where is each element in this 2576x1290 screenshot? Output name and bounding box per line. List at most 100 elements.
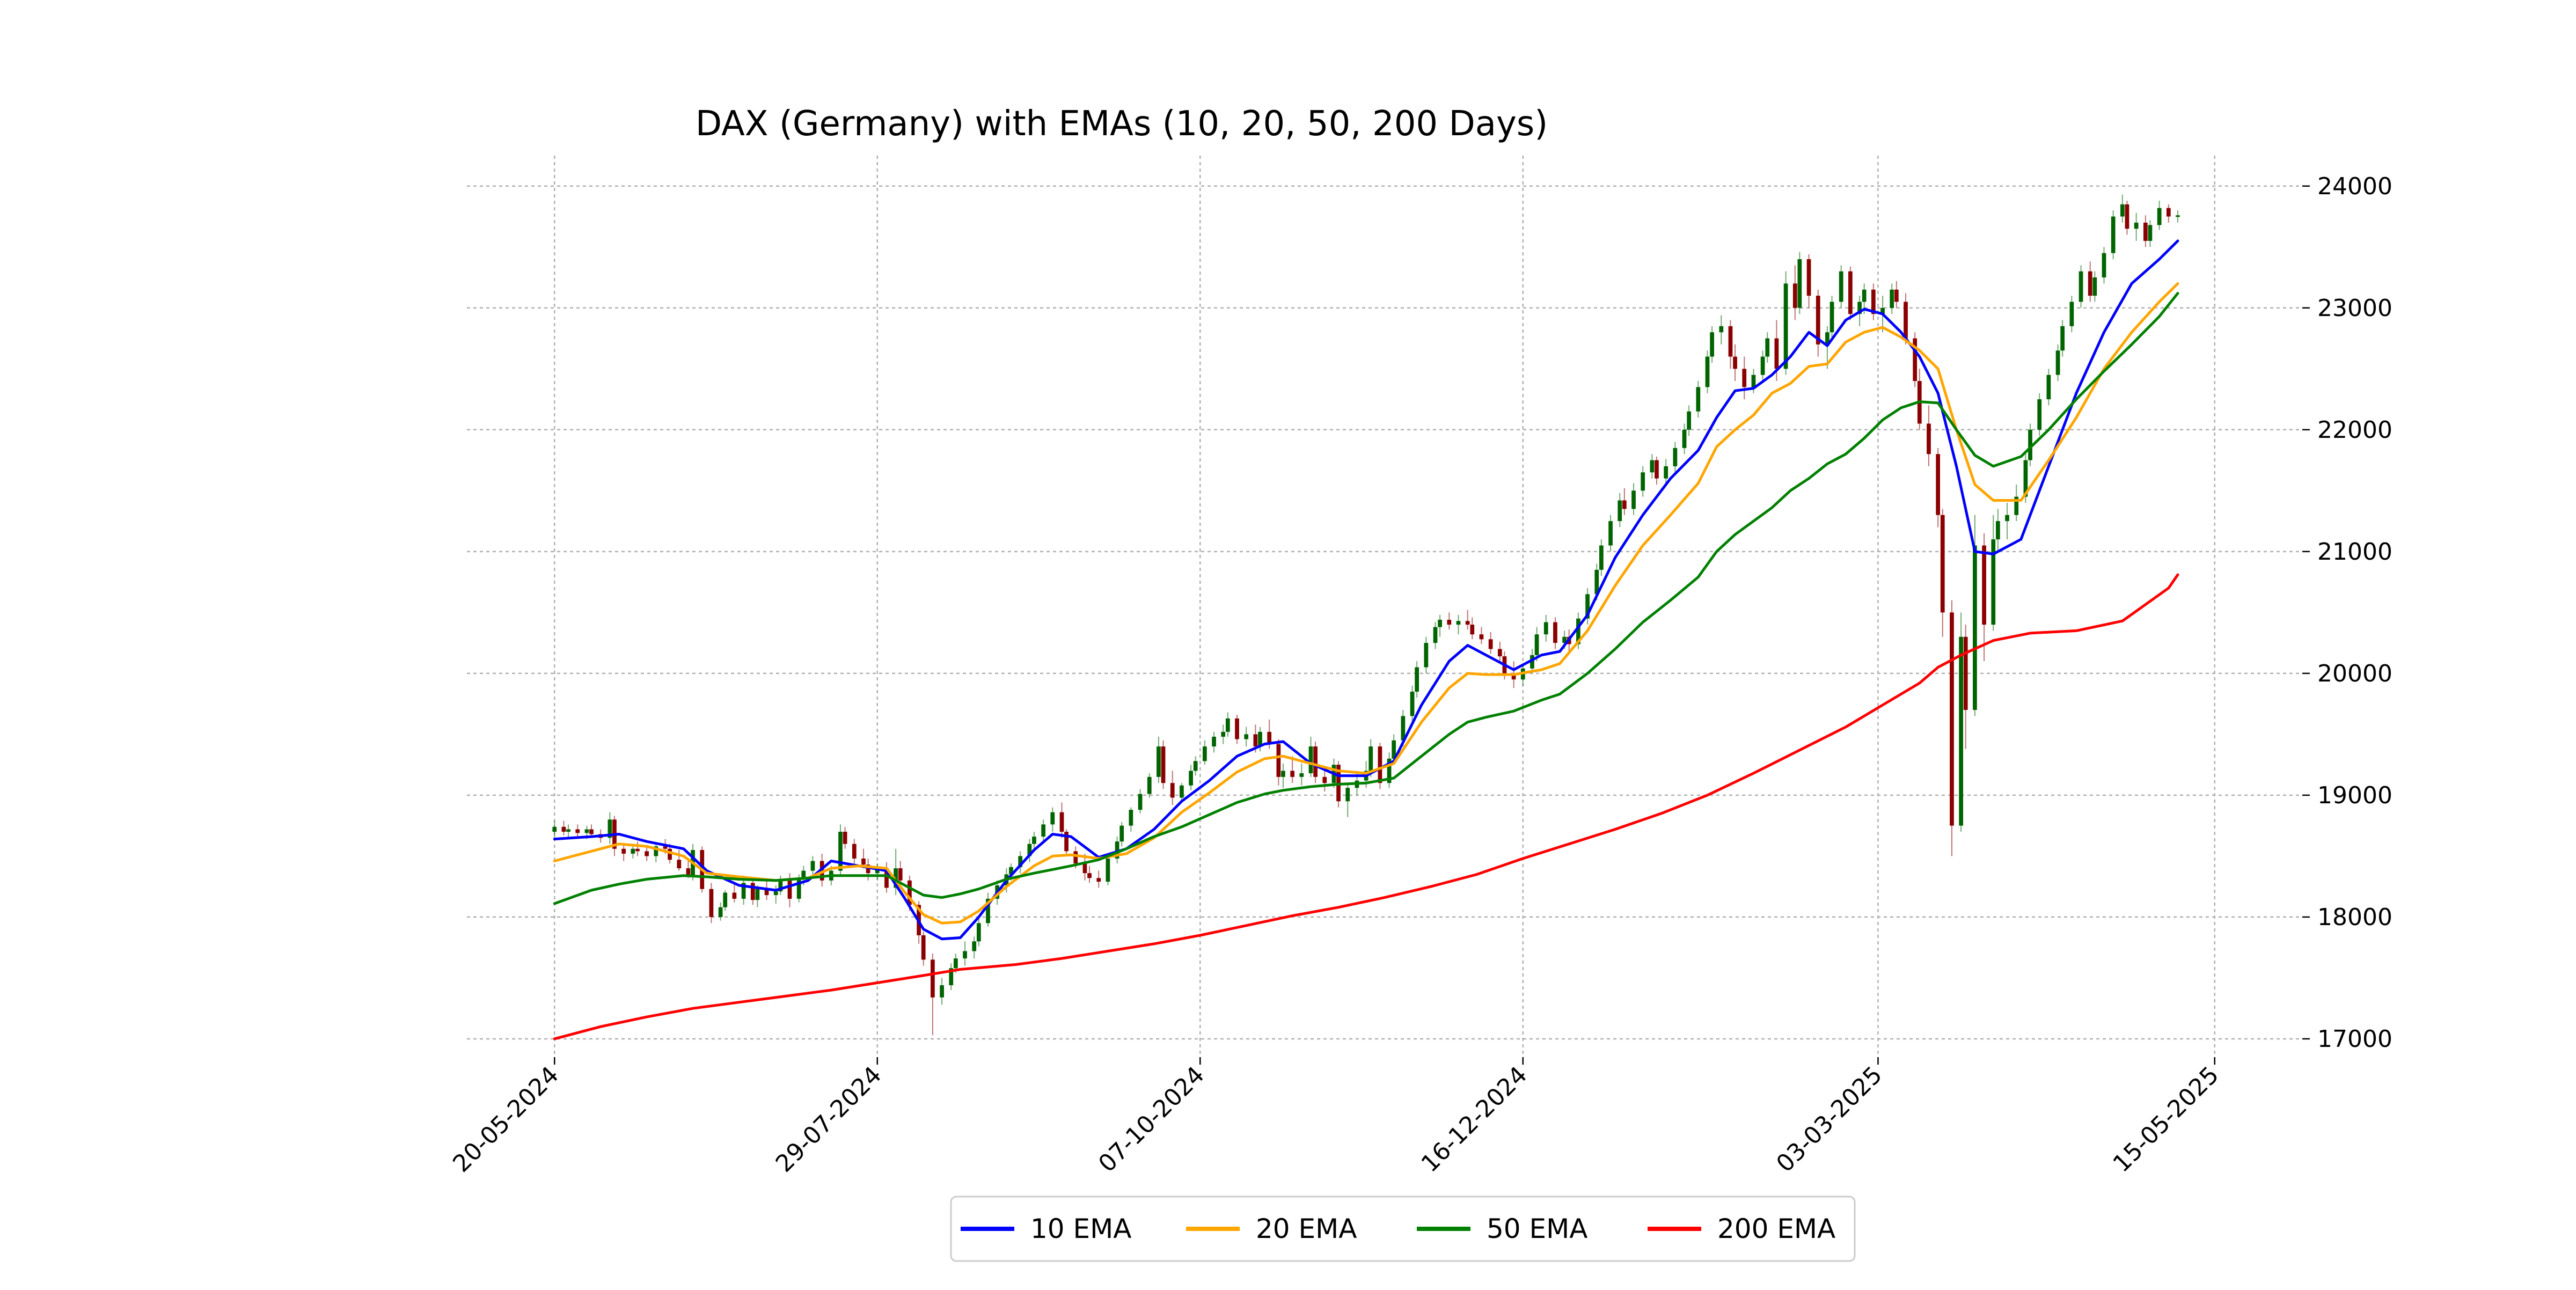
candle-up: [2157, 201, 2162, 230]
candle-body: [1308, 746, 1313, 774]
candle-down: [1733, 344, 1737, 381]
candle-up: [1682, 423, 1687, 455]
candle-body: [663, 846, 668, 849]
candle-body: [1465, 621, 1470, 625]
candle-up: [1608, 515, 1613, 552]
candle-body: [1622, 500, 1627, 509]
candle-up: [1387, 752, 1392, 788]
candle-body: [1032, 837, 1036, 844]
candle-down: [1096, 870, 1101, 888]
candle-body: [1235, 718, 1239, 739]
candle-body: [838, 832, 843, 871]
candle-body: [1087, 873, 1092, 878]
candle-body: [1392, 740, 1396, 759]
candle-up: [552, 820, 557, 839]
candle-body: [1009, 867, 1013, 875]
candle-down: [677, 850, 682, 871]
candle-body: [732, 892, 737, 899]
candle-body: [631, 848, 635, 854]
x-tick-label: 15-05-2025: [2108, 1061, 2224, 1178]
candle-body: [1511, 673, 1516, 680]
candle-body: [1696, 387, 1701, 412]
candle-down: [1913, 332, 1918, 387]
candle-body: [1650, 460, 1655, 473]
candle-up: [773, 885, 778, 904]
candle-body: [1765, 338, 1770, 357]
candle-body: [1438, 619, 1442, 627]
y-tick-label: 17000: [2317, 1025, 2392, 1053]
x-tick-label: 29-07-2024: [771, 1061, 887, 1178]
candle-up: [1138, 789, 1143, 813]
candle-up: [1650, 454, 1655, 479]
candle-body: [1608, 521, 1613, 546]
candle-up: [1299, 763, 1304, 786]
candle-up: [1534, 627, 1539, 662]
candle-down: [1963, 625, 1968, 749]
y-tick-label: 21000: [2317, 538, 2392, 566]
candle-down: [709, 883, 714, 923]
candle-body: [2157, 208, 2162, 225]
candle-up: [1345, 783, 1350, 817]
candle-body: [1479, 634, 1484, 640]
candle-body: [1728, 326, 1733, 357]
candle-up: [2046, 369, 2051, 406]
candle-up: [986, 892, 990, 927]
candle-layer: [552, 194, 2180, 1036]
candle-up: [1641, 466, 1645, 497]
candle-up: [2069, 296, 2074, 333]
candle-body: [898, 868, 903, 881]
candle-body: [1281, 771, 1285, 777]
candle-down: [1950, 600, 1954, 856]
candle-up: [810, 856, 815, 878]
candle-body: [764, 889, 769, 896]
chart-title: DAX (Germany) with EMAs (10, 20, 50, 200…: [696, 104, 1548, 144]
candle-body: [1073, 851, 1078, 864]
candle-up: [1696, 381, 1701, 418]
candle-up: [1585, 588, 1590, 625]
candle-down: [1982, 533, 1986, 662]
candle-body: [1433, 627, 1438, 643]
candle-body: [1313, 746, 1318, 777]
candle-down: [1488, 632, 1493, 654]
candle-body: [2046, 375, 2051, 400]
candle-body: [589, 829, 594, 834]
candle-up: [963, 941, 967, 966]
candle-body: [2111, 216, 2116, 253]
series-line-10-ema: [553, 239, 2179, 941]
candle-up: [1839, 265, 1843, 308]
candle-body: [741, 883, 746, 899]
candle-up: [1050, 807, 1055, 832]
candle-body: [608, 819, 612, 838]
candle-down: [621, 844, 626, 861]
candle-body: [1138, 794, 1143, 810]
candle-body: [1244, 734, 1249, 739]
candle-body: [1936, 454, 1941, 515]
candle-body: [1543, 622, 1548, 635]
candle-body: [2143, 222, 2148, 241]
candle-up: [1995, 509, 2000, 552]
candle-body: [1890, 289, 1894, 308]
candle-up: [1410, 685, 1415, 722]
candle-body: [1995, 521, 2000, 540]
candle-down: [852, 839, 857, 864]
candle-down: [2125, 201, 2129, 235]
candle-body: [1940, 515, 1945, 613]
candle-down: [2143, 215, 2148, 247]
candle-body: [1157, 746, 1161, 777]
candle-body: [2028, 429, 2032, 460]
y-tick-label: 23000: [2317, 295, 2392, 322]
candle-body: [2088, 271, 2092, 296]
candle-up: [2111, 210, 2116, 259]
candle-body: [1973, 545, 1977, 710]
candle-body: [1664, 466, 1668, 479]
legend: 10 EMA 20 EMA 50 EMA 200 EMA: [950, 1196, 1856, 1262]
candle-body: [1673, 448, 1678, 466]
series-line-20-ema: [553, 282, 2179, 925]
candle-down: [1470, 617, 1475, 640]
candle-body: [1733, 356, 1737, 369]
candle-body: [2005, 515, 2009, 522]
candle-body: [796, 878, 801, 899]
x-tick-label: 20-05-2024: [448, 1061, 564, 1178]
candle-body: [1368, 746, 1373, 771]
series-line-50-ema: [553, 292, 2179, 905]
